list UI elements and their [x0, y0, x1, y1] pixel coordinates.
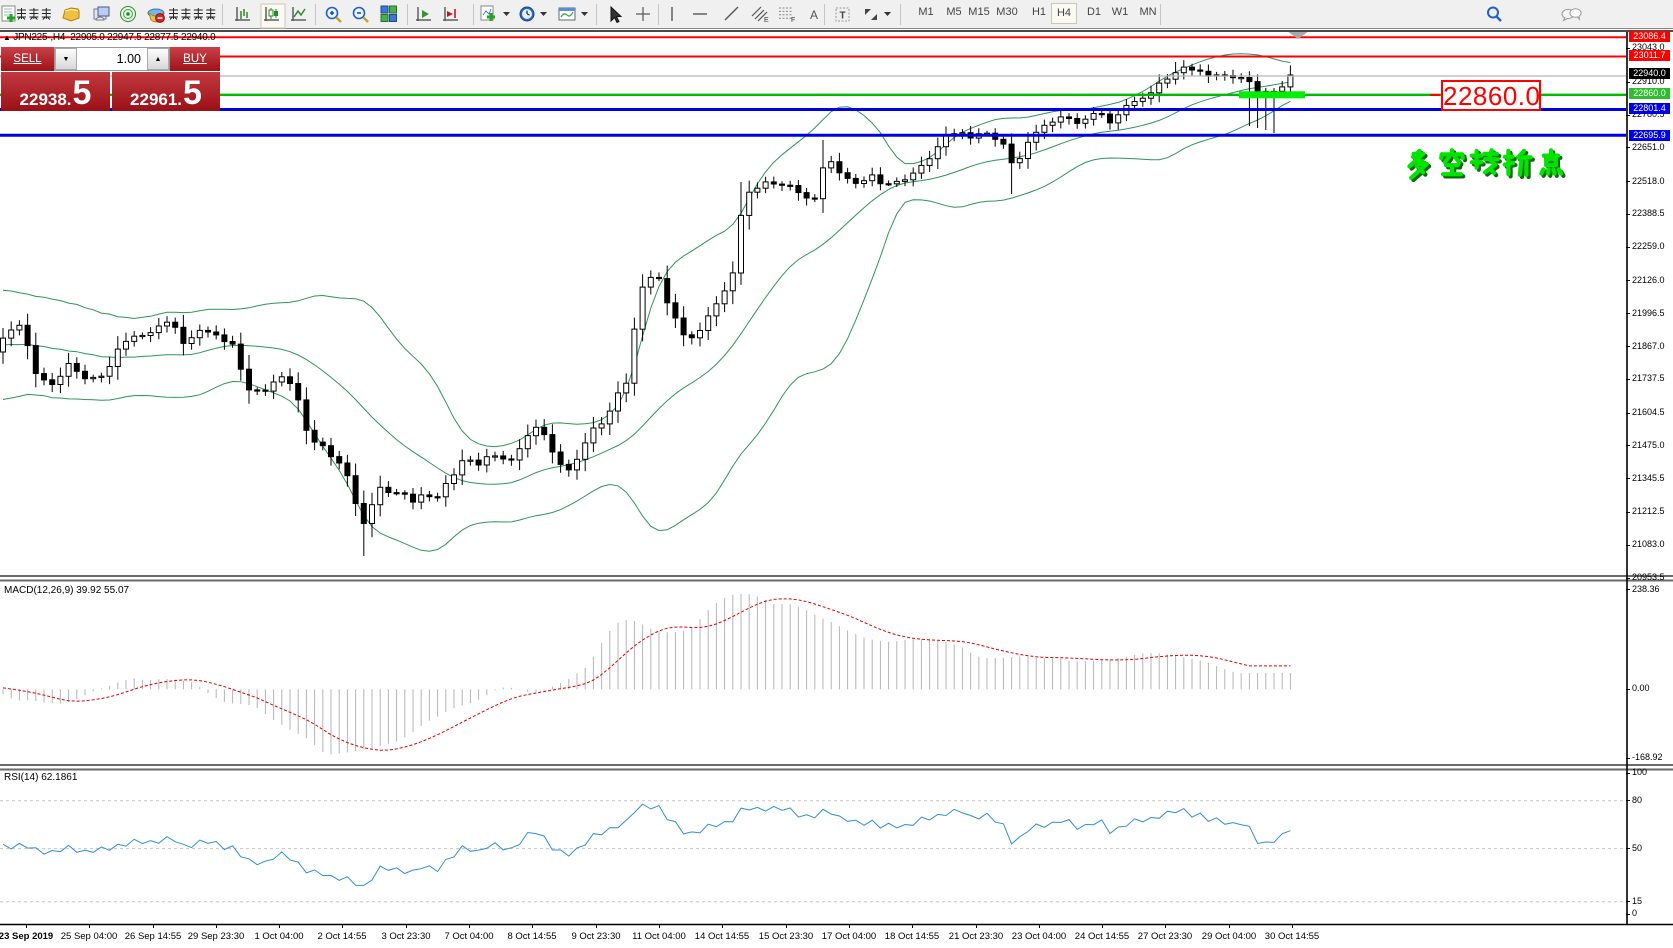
svg-text:A: A [810, 8, 818, 22]
svg-text:T: T [840, 11, 846, 22]
svg-text:F: F [791, 17, 795, 24]
svg-text:E: E [764, 17, 769, 24]
